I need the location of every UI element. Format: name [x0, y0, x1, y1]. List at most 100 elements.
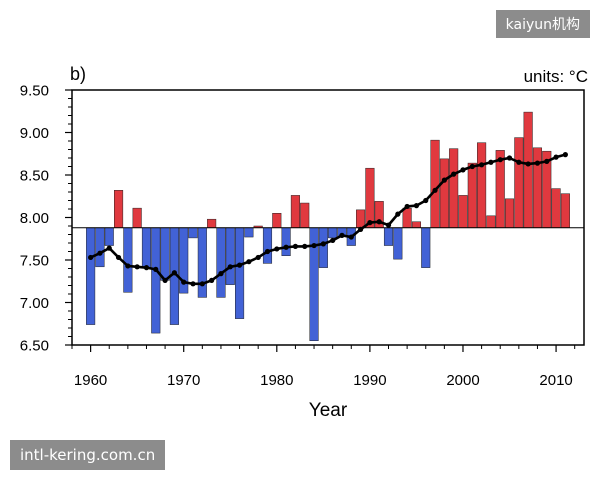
bar-2008	[532, 147, 543, 228]
line-marker-1960	[88, 254, 94, 261]
line-marker-1968	[162, 277, 168, 283]
bar-1962	[104, 227, 114, 246]
bar-2002	[477, 142, 487, 228]
smoothed-line	[90, 153, 566, 286]
line-marker-1970	[181, 279, 187, 285]
x-tick-label: 2010	[539, 372, 572, 389]
line-marker-1984	[311, 242, 317, 249]
y-axis-tick-labels: 6.50 7.00 7.50 8.00 8.50 9.00 9.50	[20, 83, 49, 355]
x-tick-label: 1960	[74, 372, 107, 389]
line-marker-2001	[469, 163, 475, 170]
line-marker-1963	[115, 254, 122, 261]
line-marker-1964	[125, 263, 131, 269]
y-tick-label: 7.50	[20, 253, 49, 270]
line-marker-1991	[376, 219, 382, 225]
bar-1967	[151, 227, 161, 334]
bar-1964	[123, 227, 133, 293]
bar-1965	[132, 207, 142, 228]
bar-1983	[300, 202, 310, 228]
line-marker-1985	[320, 241, 326, 247]
x-axis-label: Year	[309, 400, 348, 421]
line-marker-1973	[209, 277, 215, 283]
units-label: units: °C	[524, 67, 588, 86]
line-marker-2007	[525, 161, 531, 167]
bar-1979	[262, 227, 273, 264]
line-marker-1974	[218, 271, 224, 277]
y-tick-label: 8.00	[20, 210, 49, 227]
bar-1971	[188, 227, 198, 239]
y-tick-label: 8.50	[20, 168, 49, 185]
line-marker-2000	[460, 167, 466, 173]
bar-1993	[393, 227, 403, 260]
line-marker-1996	[423, 197, 429, 204]
bar-1986	[328, 227, 338, 239]
line-marker-1992	[385, 222, 392, 228]
bar-1975	[225, 227, 235, 285]
bar-1977	[244, 227, 254, 238]
line-marker-1969	[171, 270, 177, 276]
bar-1963	[114, 190, 124, 228]
line-marker-1961	[97, 250, 103, 256]
line-marker-2004	[497, 157, 503, 163]
line-marker-2006	[516, 159, 522, 165]
line-marker-1998	[441, 177, 447, 183]
bar-1980	[272, 213, 282, 228]
bar-1995	[411, 221, 421, 228]
watermark-bottom-left: intl-kering.com.cn	[10, 440, 166, 470]
bar-2003	[486, 215, 496, 228]
bar-1974	[216, 227, 226, 298]
x-tick-label: 1990	[353, 372, 386, 389]
line-marker-1975	[227, 264, 233, 270]
bar-1999	[449, 148, 459, 228]
bar-2000	[458, 195, 468, 228]
bar-2010	[551, 188, 561, 228]
bar-1966	[141, 227, 152, 268]
bar-series	[86, 111, 570, 341]
y-tick-label: 6.50	[20, 338, 49, 355]
line-marker-1966	[143, 265, 150, 271]
line-marker-1990	[367, 220, 373, 226]
line-marker-1986	[330, 237, 336, 244]
line-marker-2005	[506, 155, 513, 161]
line-marker-1967	[153, 266, 159, 272]
x-tick-label: 2000	[446, 372, 479, 389]
x-axis-tick-labels: 1960 1970 1980 1990 2000 2010	[74, 372, 573, 389]
line-marker-1971	[190, 281, 196, 287]
line-marker-1999	[451, 171, 457, 177]
watermark-top-right: kaiyun机构	[495, 10, 590, 38]
line-marker-1989	[357, 226, 364, 232]
line-marker-2003	[488, 159, 494, 165]
line-marker-1994	[404, 203, 410, 210]
bar-1998	[439, 158, 449, 228]
bar-2005	[504, 198, 515, 228]
line-marker-1982	[292, 243, 299, 249]
line-marker-1983	[302, 243, 308, 249]
line-marker-1987	[339, 232, 345, 238]
bar-1985	[318, 227, 328, 268]
line-marker-1965	[134, 264, 140, 270]
y-tick-label: 9.00	[20, 125, 49, 142]
bar-1990	[365, 167, 375, 228]
bar-1982	[290, 195, 300, 228]
x-tick-label: 1970	[167, 372, 200, 389]
line-marker-1977	[246, 259, 252, 265]
line-marker-1976	[236, 262, 243, 268]
bar-2011	[560, 193, 570, 228]
bar-1976	[235, 227, 245, 319]
bar-1992	[383, 227, 394, 246]
line-marker-2010	[553, 154, 559, 160]
bar-1961	[95, 227, 105, 268]
line-marker-1962	[106, 245, 112, 251]
line-marker-2011	[562, 152, 568, 158]
panel-label: b)	[70, 64, 86, 84]
x-tick-label: 1980	[260, 372, 293, 389]
line-marker-1997	[432, 187, 438, 193]
line-marker-2008	[534, 160, 541, 166]
line-marker-1972	[199, 281, 205, 287]
bar-1989	[356, 209, 366, 228]
line-marker-1995	[413, 203, 420, 209]
bar-1994	[402, 207, 412, 228]
bar-1968	[160, 227, 170, 281]
line-marker-2009	[544, 158, 550, 164]
